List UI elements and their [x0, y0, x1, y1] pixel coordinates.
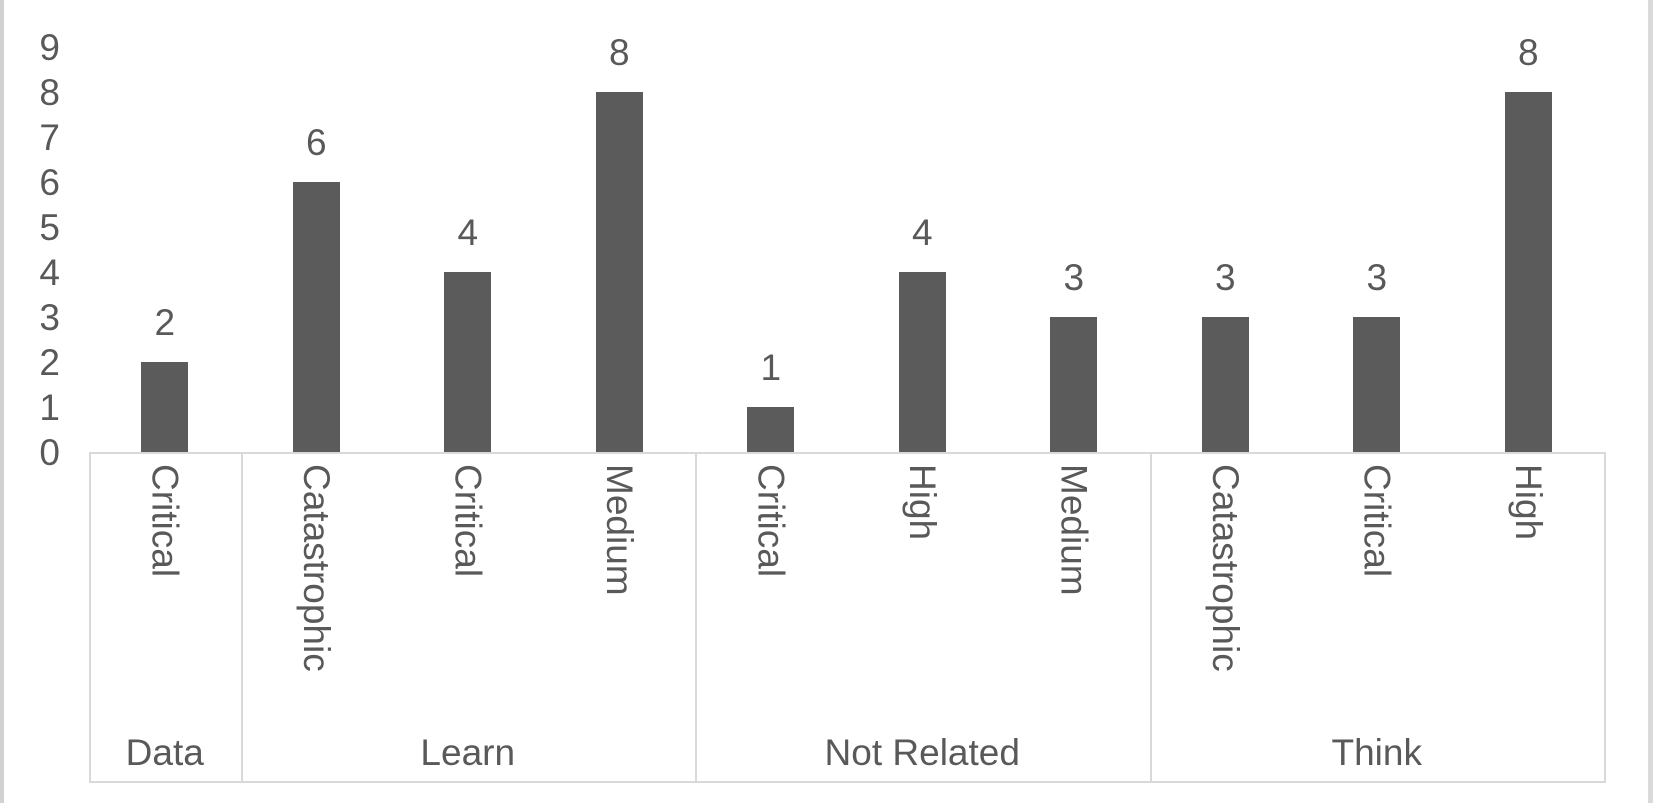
bar-value-label: 4	[911, 212, 933, 253]
right-window-edge	[1648, 0, 1653, 803]
bar[interactable]	[898, 272, 946, 452]
subcategory-label: Medium	[1053, 464, 1095, 596]
subcategory-label: Critical	[1356, 464, 1398, 578]
axis-label-area-right-border	[1604, 452, 1606, 783]
bar[interactable]	[292, 182, 340, 452]
category-axis-baseline	[89, 452, 1606, 454]
bar[interactable]	[141, 362, 189, 452]
subcategory-label: Catastrophic	[295, 464, 337, 672]
group-divider	[695, 452, 697, 783]
y-axis-tick-label: 8	[39, 72, 60, 113]
y-axis-tick-label: 7	[39, 117, 60, 158]
bar[interactable]	[747, 407, 795, 452]
bar-value-label: 8	[1517, 32, 1539, 73]
subcategory-label: Critical	[144, 464, 186, 578]
y-axis-tick-label: 2	[39, 342, 60, 383]
group-label: Learn	[420, 732, 516, 773]
subcategory-label: Medium	[598, 464, 640, 596]
group-label: Data	[125, 732, 204, 773]
subcategory-label: Critical	[447, 464, 489, 578]
bar-value-label: 2	[154, 302, 176, 343]
bar-value-label: 4	[457, 212, 479, 253]
bar-value-label: 6	[305, 122, 327, 163]
bar[interactable]	[1201, 317, 1249, 452]
bar-value-label: 8	[608, 32, 630, 73]
y-axis-tick-label: 6	[39, 162, 60, 203]
bar-value-label: 3	[1214, 257, 1236, 298]
bar[interactable]	[1050, 317, 1098, 452]
bar[interactable]	[444, 272, 492, 452]
left-window-edge	[0, 0, 4, 803]
y-axis-tick-label: 3	[39, 297, 60, 338]
y-axis-tick-label: 1	[39, 387, 60, 428]
bar-value-label: 3	[1366, 257, 1388, 298]
bar[interactable]	[1504, 92, 1552, 452]
group-label: Think	[1331, 732, 1422, 773]
bar[interactable]	[595, 92, 643, 452]
y-axis-tick-label: 9	[39, 27, 60, 68]
y-axis-tick-label: 5	[39, 207, 60, 248]
bar-value-label: 1	[760, 347, 782, 388]
group-divider	[240, 452, 243, 783]
bar-value-label: 3	[1063, 257, 1085, 298]
group-divider	[89, 452, 91, 783]
subcategory-label: High	[901, 464, 943, 541]
bar[interactable]	[1353, 317, 1401, 452]
y-axis-tick-label: 0	[39, 432, 60, 473]
subcategory-label: High	[1507, 464, 1549, 541]
group-divider	[1149, 452, 1152, 783]
axis-label-area-bottom-border	[89, 781, 1606, 783]
subcategory-label: Critical	[750, 464, 792, 578]
group-label: Not Related	[824, 732, 1020, 773]
subcategory-label: Catastrophic	[1204, 464, 1246, 672]
y-axis-tick-label: 4	[39, 252, 60, 293]
